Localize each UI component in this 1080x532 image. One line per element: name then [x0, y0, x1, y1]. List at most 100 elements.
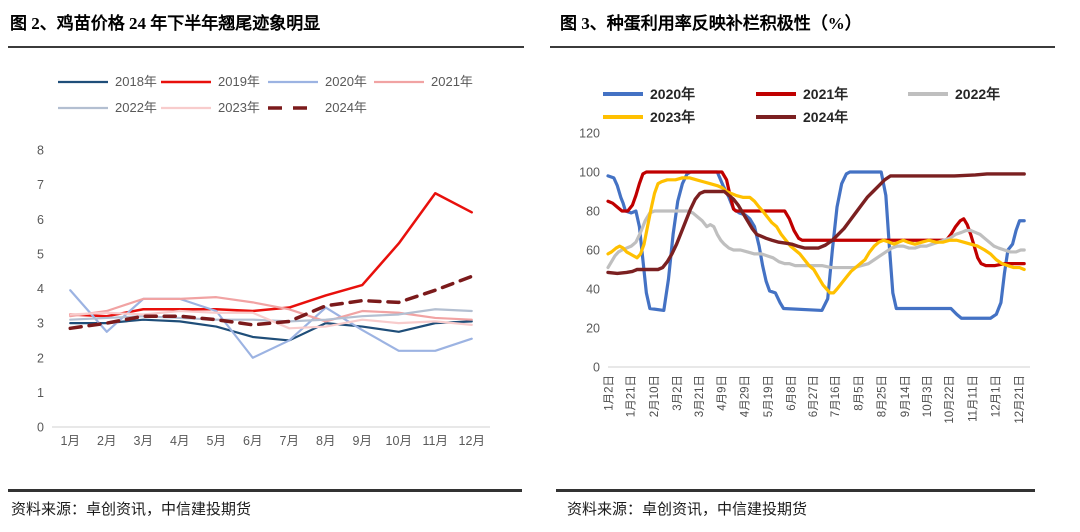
legend-label-2024年: 2024年 — [803, 109, 849, 125]
series-line-2023年 — [606, 176, 1026, 295]
figure-3-source-rule — [556, 489, 1035, 492]
figure-2-legend: 2018年 2019年 2020年 2021年 2022年 2023年 2024年 — [0, 0, 540, 130]
y-tick-label: 8 — [37, 144, 44, 158]
figure-3-chart: 0 20 40 60 80 100 120 1月2日 1月21日 2月10日 3月2日 3月21日 4月… — [579, 127, 1030, 424]
figure-3-source: 资料来源：卓创资讯，中信建投期货 — [567, 502, 808, 518]
legend-swatch-2023年 — [603, 115, 643, 119]
y-tick-label: 4 — [37, 282, 44, 296]
legend-label-2022年: 2022年 — [955, 86, 1001, 102]
y-tick-label: 20 — [586, 322, 600, 336]
x-tick-label: 11月11日 — [967, 375, 979, 422]
y-tick-label: 120 — [579, 127, 600, 141]
figure-2-source-rule — [8, 489, 522, 492]
y-tick-label: 5 — [37, 247, 44, 261]
x-tick-label: 8月5日 — [853, 375, 865, 411]
x-tick-label: 9月14日 — [900, 375, 912, 417]
x-tick-label: 1月2日 — [604, 375, 616, 411]
y-tick-label: 3 — [37, 317, 44, 331]
x-tick-label: 7月 — [280, 434, 299, 448]
legend-item-2020年: 2020年 — [602, 86, 696, 102]
legend-label-2019年: 2019年 — [218, 74, 260, 89]
y-tick-label: 80 — [586, 205, 600, 219]
legend-item-2019年: 2019年 — [160, 74, 260, 89]
figure-2-title-rule — [8, 46, 524, 48]
series-line-2023年 — [69, 309, 473, 330]
x-tick-label: 2月10日 — [649, 375, 661, 417]
x-tick-label: 3月2日 — [672, 375, 684, 411]
legend-item-2024年: 2024年 — [267, 100, 367, 115]
y-tick-label: 100 — [579, 166, 600, 180]
series-line-2019年 — [69, 192, 473, 318]
x-tick-label: 4月 — [170, 434, 189, 448]
legend-item-2021年: 2021年 — [755, 86, 849, 102]
legend-label-2023年: 2023年 — [650, 109, 696, 125]
legend-swatch-2024年 — [756, 115, 796, 119]
x-tick-label: 4月29日 — [740, 375, 752, 417]
legend-swatch-2019年 — [161, 80, 211, 84]
figure-3-title: 图 3、种蛋利用率反映补栏积极性（%） — [560, 14, 862, 33]
legend-item-2022年: 2022年 — [907, 86, 1001, 102]
y-tick-label: 0 — [37, 421, 44, 435]
x-tick-label: 9月 — [353, 434, 372, 448]
legend-item-2020年: 2020年 — [267, 74, 367, 89]
series-line-2020年 — [606, 170, 1026, 320]
x-tick-label: 6月27日 — [808, 375, 820, 417]
y-tick-label: 40 — [586, 283, 600, 297]
y-tick-label: 60 — [586, 244, 600, 258]
x-tick-label: 12月 — [459, 434, 485, 448]
legend-item-2021年: 2021年 — [373, 74, 473, 89]
legend-swatch-2022年 — [58, 106, 108, 110]
y-tick-label: 6 — [37, 213, 44, 227]
legend-item-2024年: 2024年 — [755, 109, 849, 125]
x-tick-label: 6月8日 — [786, 375, 798, 411]
x-tick-label: 6月 — [243, 434, 262, 448]
legend-swatch-2021年 — [756, 92, 796, 96]
series-line-2022年 — [606, 209, 1026, 270]
figure-2-title: 图 2、鸡苗价格 24 年下半年翘尾迹象明显 — [10, 14, 321, 33]
legend-item-2022年: 2022年 — [57, 101, 157, 114]
x-tick-label: 2月 — [97, 434, 116, 448]
y-tick-label: 1 — [37, 386, 44, 400]
legend-label-2023年: 2023年 — [218, 100, 260, 115]
x-tick-label: 12月1日 — [991, 375, 1003, 417]
legend-label-2024年: 2024年 — [325, 100, 367, 115]
legend-swatch-2020年 — [268, 80, 318, 84]
legend-swatch-2024年 — [268, 106, 318, 110]
legend-swatch-2023年 — [161, 106, 211, 110]
x-tick-label: 8月 — [316, 434, 335, 448]
x-tick-label: 4月9日 — [716, 375, 728, 411]
figure-3-title-rule — [550, 46, 1055, 48]
figure-2-chart: 0 1 2 3 4 5 6 7 8 1月 2月 3月 4月 5月 6月 7月 8月 9月 10月 11月 12月 — [37, 144, 490, 448]
legend-label-2020年: 2020年 — [650, 86, 696, 102]
series-line-2021年 — [606, 170, 1026, 268]
x-tick-label: 1月21日 — [626, 375, 638, 417]
legend-swatch-2018年 — [58, 80, 108, 84]
y-tick-label: 2 — [37, 351, 44, 365]
x-tick-label: 10月 — [386, 434, 412, 448]
y-tick-label: 7 — [37, 178, 44, 192]
x-tick-label: 7月16日 — [830, 375, 842, 417]
series-line-2024年 — [606, 172, 1026, 276]
legend-swatch-2022年 — [908, 92, 948, 96]
legend-label-2021年: 2021年 — [803, 86, 849, 102]
x-tick-label: 11月 — [423, 434, 448, 448]
series-line-2020年 — [69, 289, 473, 359]
x-tick-label: 1月 — [61, 434, 80, 448]
legend-label-2018年: 2018年 — [115, 74, 157, 89]
figure-2-panel: 图 2、鸡苗价格 24 年下半年翘尾迹象明显 2018年 2019年 2020年 20… — [0, 0, 540, 518]
legend-swatch-2021年 — [374, 80, 424, 84]
legend-label-2021年: 2021年 — [431, 74, 473, 89]
legend-item-2018年: 2018年 — [57, 74, 157, 89]
x-tick-label: 10月3日 — [922, 375, 934, 417]
series-line-2018年 — [69, 318, 473, 342]
x-tick-label: 3月21日 — [694, 375, 706, 417]
legend-item-2023年: 2023年 — [160, 100, 260, 115]
x-tick-label: 5月 — [207, 434, 226, 448]
legend-label-2020年: 2020年 — [325, 74, 367, 89]
x-tick-label: 5月19日 — [763, 375, 775, 417]
x-tick-label: 3月 — [134, 434, 153, 448]
legend-swatch-2020年 — [603, 92, 643, 96]
x-tick-label: 10月22日 — [944, 375, 956, 424]
x-tick-label: 8月25日 — [877, 375, 889, 417]
